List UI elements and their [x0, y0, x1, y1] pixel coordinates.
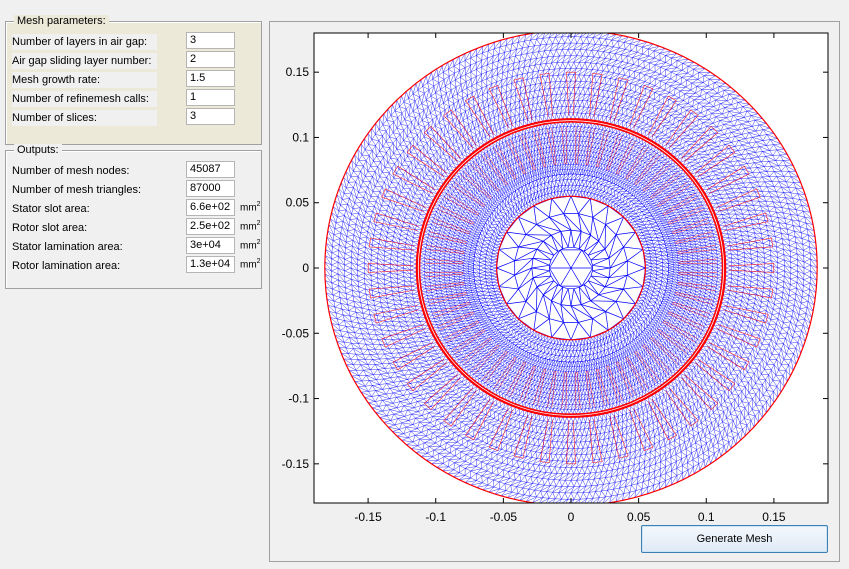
mesh-nodes-row: Number of mesh nodes: [10, 161, 260, 180]
mesh-triangles-value [186, 180, 235, 197]
shaft-boundary [496, 195, 646, 341]
refinemesh-calls-input[interactable] [186, 89, 235, 106]
plot-panel: -0.15 -0.1 -0.05 0 0.05 0.1 0.15 0.15 0.1 0.05 0 -0… [269, 21, 840, 562]
number-of-slices-label: Number of slices: [12, 110, 157, 126]
rotor-slot-area-unit: mm2 [240, 220, 261, 233]
number-of-slices-input[interactable] [186, 108, 235, 125]
stator-outer-boundary [324, 33, 818, 503]
x-tick-label: 0 [568, 510, 575, 524]
mesh-nodes-value [186, 161, 235, 178]
mesh-geometry [324, 33, 818, 503]
y-tick-label: 0.1 [292, 130, 309, 144]
rotor-outer-boundary [418, 120, 724, 416]
layers-in-air-gap-label: Number of layers in air gap: [12, 34, 157, 50]
generate-mesh-button[interactable]: Generate Mesh [641, 525, 828, 553]
mesh-nodes-label: Number of mesh nodes: [12, 165, 130, 177]
mesh-plot[interactable]: -0.15 -0.1 -0.05 0 0.05 0.1 0.15 0.15 0.1 0.05 0 -0… [270, 22, 839, 561]
stator-slot-area-unit: mm2 [240, 201, 261, 214]
y-tick-label: 0 [302, 261, 309, 275]
stator-lamination-area-unit: mm2 [240, 239, 261, 252]
stator-slot-area-value [186, 199, 235, 216]
rotor-slot-area-value [186, 218, 235, 235]
stator-lamination-area-value [186, 237, 235, 254]
y-tick-label: -0.05 [282, 326, 310, 340]
x-tick-label: -0.15 [354, 510, 382, 524]
shaft-mesh [496, 195, 646, 341]
stator-lamination-area-label: Stator lamination area: [12, 241, 123, 253]
sliding-layer-row: Air gap sliding layer number: [10, 51, 260, 70]
stator-slot-area-label: Stator slot area: [12, 203, 90, 215]
rotor-slot-area-label: Rotor slot area: [12, 222, 88, 234]
y-tick-label: 0.15 [286, 65, 310, 79]
number-of-slices-row: Number of slices: [10, 108, 260, 127]
stator-slot-area-row: Stator slot area: mm2 [10, 199, 261, 218]
stator-slot-outlines [367, 71, 775, 465]
stator-lamination-area-row: Stator lamination area: mm2 [10, 237, 261, 256]
x-tick-label: 0.05 [627, 510, 651, 524]
y-tick-label: 0.05 [286, 196, 310, 210]
mesh-parameters-title: Mesh parameters: [14, 15, 109, 28]
layers-in-air-gap-input[interactable] [186, 32, 235, 49]
sliding-layer-label: Air gap sliding layer number: [12, 53, 157, 69]
refinemesh-calls-row: Number of refinemesh calls: [10, 89, 260, 108]
y-tick-label: -0.15 [282, 457, 310, 471]
x-tick-label: -0.1 [425, 510, 446, 524]
mesh-triangles-label: Number of mesh triangles: [12, 184, 141, 196]
outputs-title: Outputs: [14, 144, 62, 157]
mesh-parameters-group: Mesh parameters: Number of layers in air… [5, 15, 262, 145]
rotor-lamination-area-unit: mm2 [240, 258, 261, 271]
rotor-lamination-area-value [186, 256, 235, 273]
rotor-lamination-area-label: Rotor lamination area: [12, 260, 121, 272]
rotor-bar-outlines [424, 127, 718, 409]
y-tick-label: -0.1 [288, 392, 309, 406]
refinemesh-calls-label: Number of refinemesh calls: [12, 91, 157, 107]
x-tick-label: 0.15 [762, 510, 786, 524]
layers-in-air-gap-row: Number of layers in air gap: [10, 32, 260, 51]
sliding-layer-input[interactable] [186, 51, 235, 68]
mesh-growth-rate-row: Mesh growth rate: [10, 70, 260, 89]
outputs-group: Outputs: Number of mesh nodes: Number of… [5, 144, 262, 289]
rotor-slot-area-row: Rotor slot area: mm2 [10, 218, 261, 237]
x-tick-label: -0.05 [490, 510, 518, 524]
mesh-growth-rate-input[interactable] [186, 70, 235, 87]
mesh-growth-rate-label: Mesh growth rate: [12, 72, 157, 88]
mesh-triangles-row: Number of mesh triangles: [10, 180, 260, 199]
stator-inner-boundary [415, 118, 727, 418]
rotor-lamination-area-row: Rotor lamination area: mm2 [10, 256, 261, 275]
x-tick-label: 0.1 [698, 510, 715, 524]
